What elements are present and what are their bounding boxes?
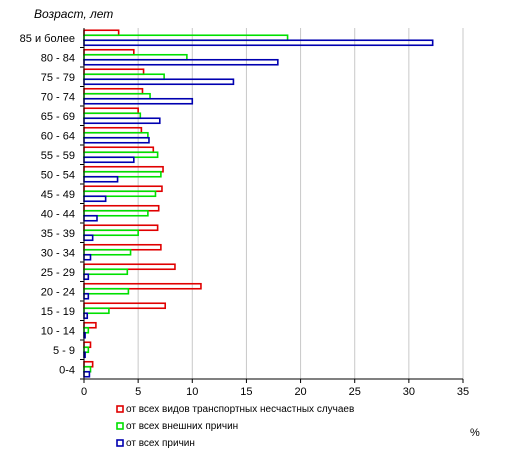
x-tick-label: 10 <box>186 386 198 398</box>
legend-label: от всех внешних причин <box>126 421 238 432</box>
bar-all-10 <box>83 175 119 183</box>
x-tick-label: 5 <box>135 386 141 398</box>
y-tick-label: 35 - 39 <box>41 228 75 240</box>
x-tick-label: 15 <box>240 386 252 398</box>
y-tick-label: 25 - 29 <box>41 267 75 279</box>
bar-all-12 <box>83 136 150 144</box>
x-tick-labels: 0 5 10 15 20 25 30 35 <box>81 379 469 398</box>
y-tick-label: 45 - 49 <box>41 189 75 201</box>
legend: от всех видов транспортных несчастных сл… <box>116 404 354 449</box>
legend-label: от всех причин <box>126 438 195 449</box>
x-tick-label: 25 <box>349 386 361 398</box>
y-tick-label: 50 - 54 <box>41 169 75 181</box>
y-tick-label: 70 - 74 <box>41 91 75 103</box>
legend-label: от всех видов транспортных несчастных сл… <box>126 404 354 415</box>
y-tick-label: 15 - 19 <box>41 306 75 318</box>
bars-layer <box>83 29 434 378</box>
x-tick-label: 30 <box>403 386 415 398</box>
x-tick-label: 0 <box>81 386 87 398</box>
y-tick-label: 30 - 34 <box>41 247 75 259</box>
bar-all-0 <box>83 370 91 378</box>
bar-all-13 <box>83 117 161 125</box>
x-tick-label: 20 <box>294 386 306 398</box>
legend-swatch <box>116 422 124 430</box>
bar-all-17 <box>83 39 434 47</box>
bar-external-4 <box>83 287 130 295</box>
legend-swatch <box>116 405 124 413</box>
bar-all-7 <box>83 234 94 242</box>
y-tick-label: 5 - 9 <box>53 345 75 357</box>
bar-all-9 <box>83 195 107 203</box>
x-tick-label: 35 <box>457 386 469 398</box>
y-tick-label: 10 - 14 <box>41 325 75 337</box>
y-tick-label: 60 - 64 <box>41 130 75 142</box>
y-tick-label: 65 - 69 <box>41 111 75 123</box>
y-tick-labels: 0-4 5 - 9 10 - 14 15 - 19 20 - 24 25 - 29 30 -… <box>20 33 84 380</box>
y-tick-label: 80 - 84 <box>41 52 75 64</box>
y-tick-label: 75 - 79 <box>41 72 75 84</box>
bar-all-15 <box>83 78 235 86</box>
bar-all-6 <box>83 253 92 261</box>
y-tick-label: 20 - 24 <box>41 286 75 298</box>
bar-all-16 <box>83 58 279 66</box>
y-axis-title: Возраст, лет <box>34 7 113 21</box>
y-tick-label: 40 - 44 <box>41 208 75 220</box>
bar-external-5 <box>83 268 129 276</box>
bar-all-4 <box>83 292 90 300</box>
bar-all-5 <box>83 273 90 281</box>
bar-all-11 <box>83 156 135 164</box>
y-tick-label: 0-4 <box>59 364 75 376</box>
legend-swatch <box>116 439 124 447</box>
y-tick-label: 85 и более <box>20 33 75 45</box>
bar-all-8 <box>83 214 98 222</box>
x-axis-title: % <box>470 427 480 439</box>
vertical-gridlines <box>137 28 464 379</box>
y-tick-label: 55 - 59 <box>41 150 75 162</box>
